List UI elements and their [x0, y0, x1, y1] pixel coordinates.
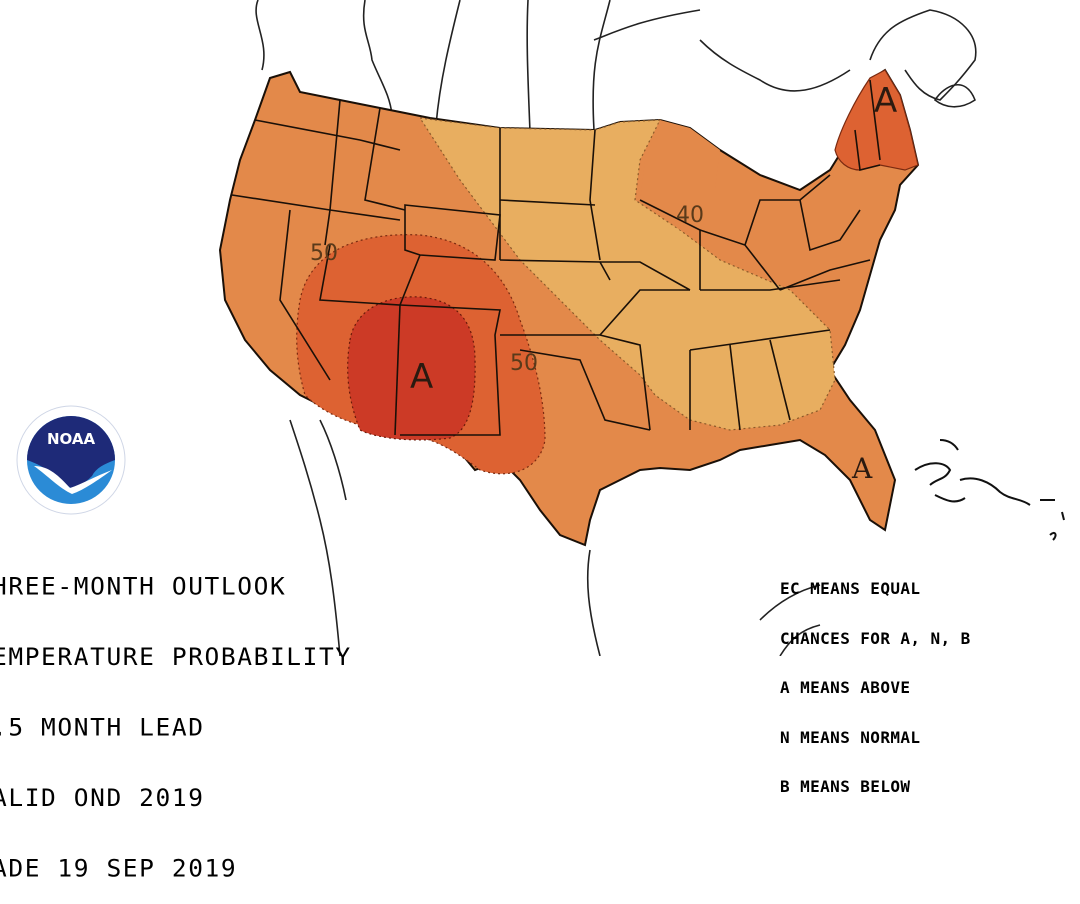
- legend-line-4: N MEANS NORMAL: [780, 727, 921, 747]
- region-label-florida-above: A: [851, 452, 873, 485]
- state-borders: [231, 79, 881, 436]
- legend-line-1: EC MEANS EQUAL: [780, 579, 921, 598]
- outlook-map: 50 50 40 A A A: [218, 0, 1065, 656]
- title-line-5: ADE 19 SEP 2019: [0, 854, 238, 883]
- caribbean-islands: [914, 439, 1065, 541]
- region-label-southwest-above: A: [410, 357, 433, 397]
- legend-line-2: CHANCES FOR A, N, B: [780, 628, 971, 648]
- contour-label-greatlakes-40: 40: [676, 203, 704, 228]
- neighbor-country-borders: [255, 0, 977, 656]
- contour-label-southcentral-50: 50: [510, 351, 538, 376]
- prob-60-70-southwest-core: [347, 296, 476, 441]
- title-line-3: .5 MONTH LEAD: [0, 713, 205, 742]
- title-line-1: HREE-MONTH OUTLOOK: [0, 571, 287, 601]
- noaa-logo-text: NOAA: [47, 430, 96, 448]
- noaa-logo: NOAA: [16, 405, 126, 515]
- title-line-2: EMPERATURE PROBABILITY: [0, 642, 352, 671]
- contour-label-west-50: 50: [310, 241, 338, 266]
- legend-line-5: B MEANS BELOW: [780, 777, 911, 796]
- outlook-title-block: HREE-MONTH OUTLOOK EMPERATURE PROBABILIT…: [0, 528, 352, 904]
- legend-line-3: A MEANS ABOVE: [780, 678, 911, 697]
- region-label-new-england-above: A: [874, 81, 897, 121]
- prob-50-60-new-england: [834, 69, 919, 171]
- prob-33-40-michigan: [640, 120, 720, 230]
- title-line-4: ALID OND 2019: [0, 783, 205, 813]
- legend-block: EC MEANS EQUAL CHANCES FOR A, N, B A MEA…: [780, 548, 971, 812]
